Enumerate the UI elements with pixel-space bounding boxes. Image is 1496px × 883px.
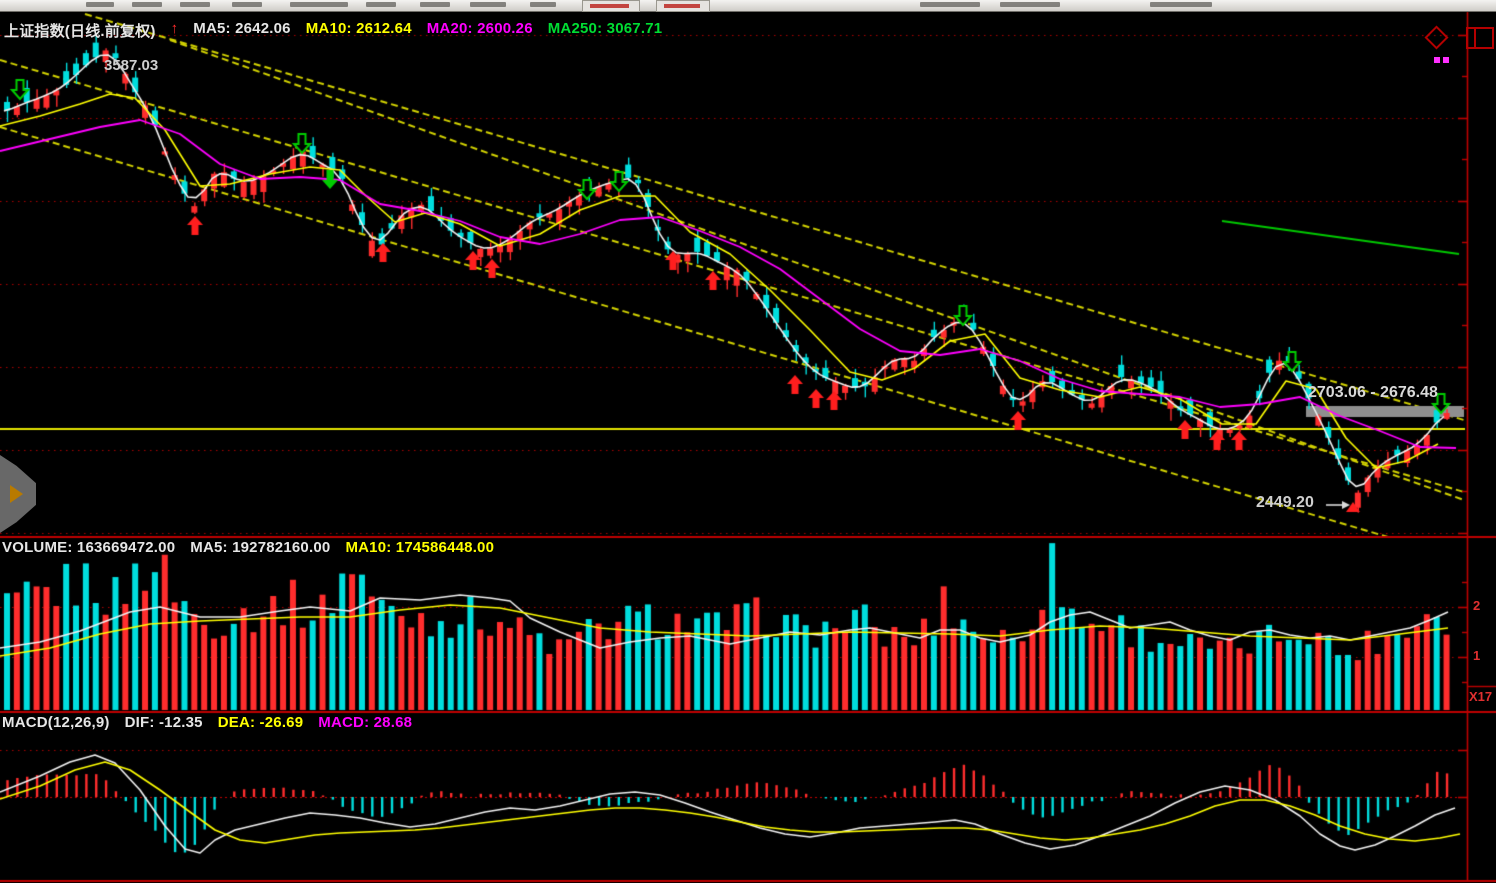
menu-text-fragment bbox=[470, 2, 506, 7]
menu-text-fragment bbox=[1150, 2, 1212, 7]
volume-axis-tick-1: 1 bbox=[1473, 648, 1481, 663]
menu-button[interactable] bbox=[582, 0, 640, 12]
peak-price-label: 3587.03 bbox=[104, 57, 159, 74]
menu-text-fragment bbox=[132, 2, 162, 7]
macd-title: MACD(12,26,9) bbox=[2, 714, 110, 731]
volume-value: VOLUME: 163669472.00 bbox=[2, 539, 176, 556]
magenta-dot-icon bbox=[1443, 57, 1449, 63]
ma250-value: MA250: 3067.71 bbox=[547, 20, 663, 37]
menu-text-fragment bbox=[86, 2, 114, 7]
volume-legend: VOLUME: 163669472.00 MA5: 192782160.00 M… bbox=[2, 539, 494, 556]
menu-text-fragment bbox=[530, 2, 556, 7]
ma10-value: MA10: 2612.64 bbox=[305, 20, 412, 37]
ma20-value: MA20: 2600.26 bbox=[426, 20, 533, 37]
expand-arrow-icon bbox=[10, 485, 23, 503]
menu-text-fragment bbox=[420, 2, 450, 7]
volume-ma10-value: MA10: 174586448.00 bbox=[345, 539, 495, 556]
menu-text-fragment bbox=[366, 2, 396, 7]
volume-ma5-value: MA5: 192782160.00 bbox=[190, 539, 331, 556]
low-price-label: 2449.20 bbox=[1256, 494, 1314, 511]
menu-text-fragment bbox=[1000, 2, 1060, 7]
magenta-dot-icon bbox=[1434, 57, 1440, 63]
menu-text-fragment bbox=[920, 2, 980, 7]
menu-text-fragment bbox=[290, 2, 348, 7]
trend-up-arrow-icon: ↑ bbox=[170, 20, 179, 37]
menu-text-fragment bbox=[180, 2, 210, 7]
menubar[interactable] bbox=[0, 0, 1496, 12]
ma5-value: MA5: 2642.06 bbox=[193, 20, 291, 37]
price-legend: 上证指数(日线.前复权) ↑ MA5: 2642.06 MA10: 2612.6… bbox=[4, 20, 662, 41]
window-panes-icon[interactable] bbox=[1466, 27, 1494, 49]
range-price-label: 2703.06 - 2676.48 bbox=[1308, 384, 1438, 401]
macd-value: MACD: 28.68 bbox=[318, 714, 413, 731]
symbol-title: 上证指数(日线.前复权) bbox=[4, 23, 156, 40]
dif-value: DIF: -12.35 bbox=[124, 714, 203, 731]
dea-value: DEA: -26.69 bbox=[217, 714, 304, 731]
volume-axis-multiplier: X17 bbox=[1469, 689, 1493, 704]
volume-axis-tick-2: 2 bbox=[1473, 598, 1481, 613]
menu-button[interactable] bbox=[656, 0, 710, 12]
macd-legend: MACD(12,26,9) DIF: -12.35 DEA: -26.69 MA… bbox=[2, 714, 412, 731]
menu-text-fragment bbox=[232, 2, 262, 7]
